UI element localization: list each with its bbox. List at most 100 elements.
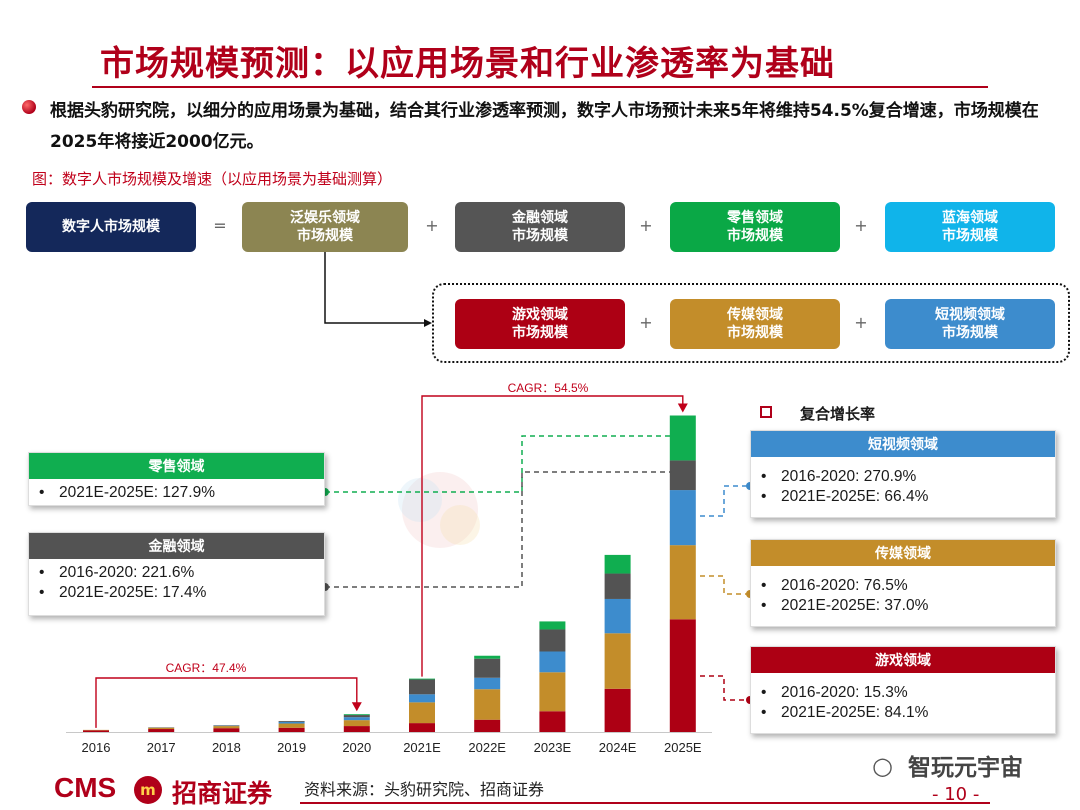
source-note: 资料来源：头豹研究院、招商证券	[304, 780, 545, 799]
page-number: - 10 -	[932, 784, 980, 805]
entertainment-label-line1: 泛娱乐领域	[290, 210, 360, 226]
x-tick-label: 2023E	[534, 740, 572, 755]
cagr-arrowhead	[677, 403, 688, 413]
bullet-icon	[22, 100, 36, 114]
plus-sign: +	[854, 216, 868, 235]
plus-sign: +	[425, 216, 439, 235]
total-market-label: 数字人市场规模	[62, 219, 160, 235]
bar-segment	[343, 726, 370, 732]
cagr-label: CAGR：47.4%	[166, 661, 247, 675]
bar-segment	[409, 723, 435, 732]
bar-segment	[474, 655, 501, 659]
retail-cagr-panel: 零售领域 2021E-2025E: 127.9%	[28, 452, 325, 506]
bar-segment	[604, 598, 631, 634]
bar-segment	[669, 619, 696, 732]
finance-panel-title: 金融领域	[29, 533, 324, 559]
cagr-bracket	[95, 677, 358, 728]
bar-stack-group	[66, 415, 712, 733]
panel-connector	[700, 485, 750, 517]
cms-emblem-icon: m	[134, 776, 162, 804]
game-cagr-panel: 游戏领域 2016-2020: 15.3% 2021E-2025E: 84.1%	[750, 646, 1056, 734]
finance-label-line2: 市场规模	[512, 228, 568, 244]
retail-label-line1: 零售领域	[727, 210, 783, 226]
page-title: 市场规模预测：以应用场景和行业渗透率为基础	[100, 44, 835, 84]
panel-connector	[700, 675, 750, 701]
bar-segment	[604, 554, 631, 574]
entertainment-box: 泛娱乐领域 市场规模	[242, 202, 408, 252]
bar-segment	[83, 730, 109, 732]
x-tick-label: 2020	[342, 740, 371, 755]
bar-segment	[409, 678, 435, 680]
bar-segment	[148, 729, 175, 732]
x-tick-label: 2022E	[468, 740, 506, 755]
x-tick-label: 2021E	[403, 740, 441, 755]
panel-connector	[325, 435, 672, 493]
game-box: 游戏领域 市场规模	[455, 299, 625, 349]
finance-cagr-panel: 金融领域 2016-2020: 221.6% 2021E-2025E: 17.4…	[28, 532, 325, 616]
cagr-annotations: CAGR：47.4% CAGR：54.5%	[95, 381, 688, 728]
media-cagr-line: 2016-2020: 76.5%	[761, 576, 1055, 596]
bar-segment	[669, 545, 696, 620]
media-label-line1: 传媒领域	[727, 307, 783, 323]
bar-segment	[213, 726, 240, 729]
equals-sign: =	[213, 216, 227, 235]
bar-segment	[409, 694, 435, 703]
bullet-summary: 根据头豹研究院，以细分的应用场景为基础，结合其行业渗透率预测，数字人市场预计未来…	[50, 101, 1039, 152]
plus-sign: +	[854, 313, 868, 332]
bar-segment	[539, 651, 566, 673]
wechat-account-name: 智玩元宇宙	[908, 755, 1023, 781]
finance-box: 金融领域 市场规模	[455, 202, 625, 252]
shortvideo-cagr-line: 2016-2020: 270.9%	[761, 467, 1055, 487]
retail-panel-title: 零售领域	[29, 453, 324, 479]
panel-connector	[700, 575, 750, 595]
media-cagr-line: 2021E-2025E: 37.0%	[761, 596, 1055, 616]
bluesea-label-line1: 蓝海领域	[942, 210, 998, 226]
bar-segment	[539, 672, 566, 712]
shortvideo-box: 短视频领域 市场规模	[885, 299, 1055, 349]
x-tick-label: 2018	[212, 740, 241, 755]
bar-segment	[278, 723, 305, 728]
wechat-icon: ○	[872, 752, 893, 780]
total-market-box: 数字人市场规模	[26, 202, 196, 252]
x-tick-labels: 2016 2017 2018 2019 2020 2021E 2022E 2023E 2024E…	[82, 740, 702, 755]
bluesea-label-line2: 市场规模	[942, 228, 998, 244]
bar-segment	[669, 415, 696, 461]
bar-segment	[604, 688, 631, 732]
bar-segment	[343, 714, 370, 716]
x-tick-label: 2019	[277, 740, 306, 755]
cagr-bracket	[421, 395, 684, 677]
x-tick-label: 2017	[147, 740, 176, 755]
entertainment-breakdown-group	[432, 283, 1070, 363]
game-cagr-line: 2021E-2025E: 84.1%	[761, 703, 1055, 723]
figure-caption: 图：数字人市场规模及增速（以应用场景为基础测算）	[32, 170, 393, 188]
bar-segment	[278, 721, 305, 724]
bar-segment	[278, 727, 305, 732]
bar-segment	[474, 677, 501, 690]
bar-segment	[213, 728, 240, 732]
shortvideo-label-line1: 短视频领域	[935, 307, 1005, 323]
bar-segment	[409, 679, 435, 695]
shortvideo-cagr-line: 2021E-2025E: 66.4%	[761, 487, 1055, 507]
bar-segment	[474, 658, 501, 678]
bar-segment	[539, 629, 566, 652]
finance-cagr-line: 2021E-2025E: 17.4%	[39, 583, 324, 603]
x-tick-label: 2016	[82, 740, 111, 755]
media-cagr-panel: 传媒领域 2016-2020: 76.5% 2021E-2025E: 37.0%	[750, 539, 1056, 627]
bar-segment	[278, 720, 305, 722]
game-panel-title: 游戏领域	[751, 647, 1055, 673]
retail-label-line2: 市场规模	[727, 228, 783, 244]
legend-square-icon	[760, 406, 772, 418]
cagr-arrowhead	[351, 702, 362, 712]
cagr-label: CAGR：54.5%	[508, 381, 589, 395]
cms-brand-name: 招商证券	[172, 779, 273, 808]
title-underline	[92, 86, 988, 88]
bar-segment	[669, 460, 696, 491]
bar-segment	[539, 711, 566, 732]
media-panel-title: 传媒领域	[751, 540, 1055, 566]
plus-sign: +	[639, 216, 653, 235]
game-label-line2: 市场规模	[512, 325, 568, 341]
bar-segment	[474, 719, 501, 732]
cms-logo: CMS	[54, 772, 117, 803]
bar-segment	[604, 573, 631, 599]
